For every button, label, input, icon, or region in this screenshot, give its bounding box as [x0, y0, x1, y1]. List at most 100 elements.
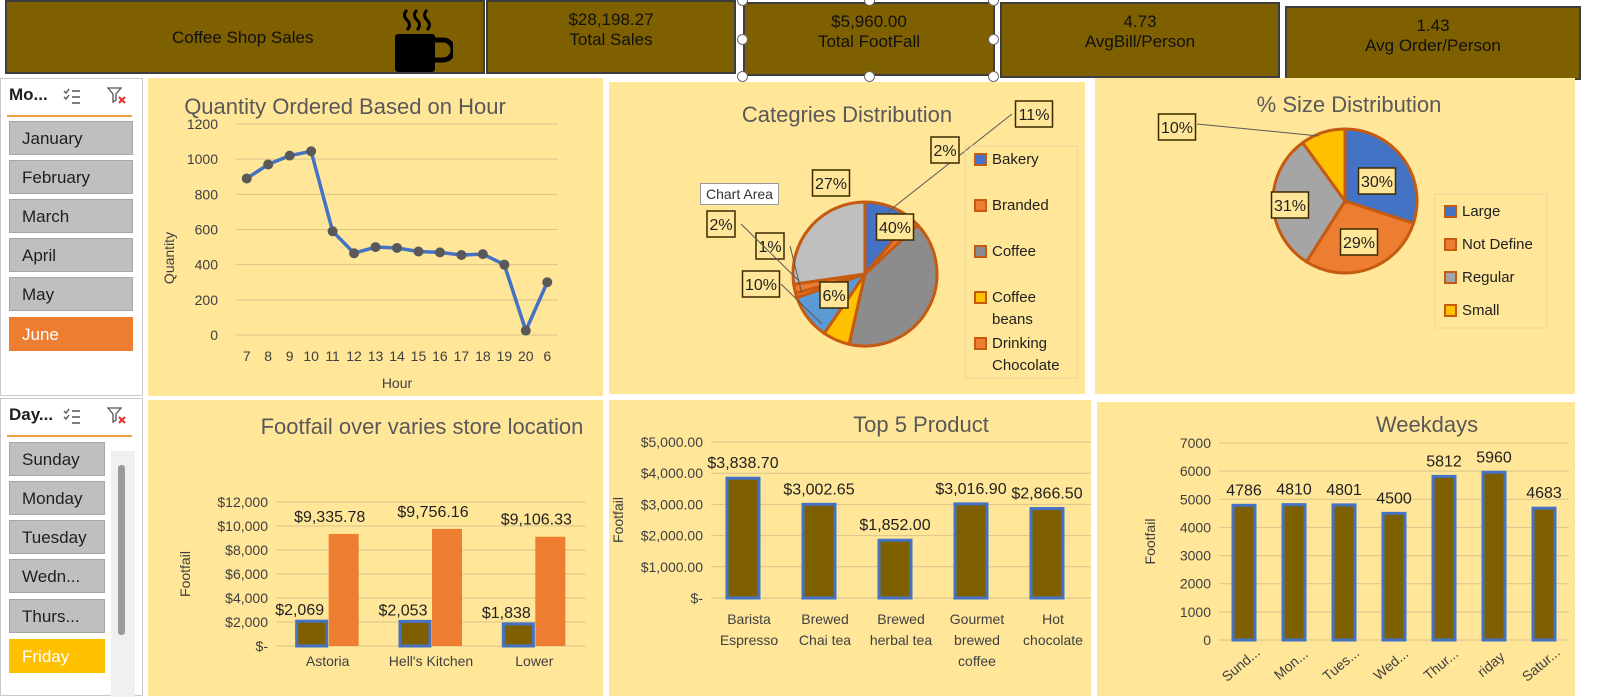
y-tick-label: $2,000	[225, 614, 268, 630]
legend-swatch	[974, 153, 987, 166]
slicer-item-january[interactable]: January	[9, 121, 133, 155]
kpi-avg-bill[interactable]: 4.73 AvgBill/Person	[1000, 2, 1280, 78]
resize-handle[interactable]	[988, 34, 999, 45]
bar	[432, 528, 462, 646]
data-point	[456, 249, 467, 260]
x-tick-label: Chai tea	[799, 632, 851, 648]
multi-select-icon[interactable]	[63, 87, 81, 105]
kpi-label: Total Sales	[569, 30, 653, 49]
kpi-value: 4.73	[1123, 12, 1157, 31]
multi-select-icon[interactable]	[63, 407, 81, 425]
slicer-item-april[interactable]: April	[9, 238, 133, 272]
legend-swatch	[974, 199, 987, 212]
kpi-value: 1.43	[1416, 16, 1450, 35]
x-tick-label: coffee	[958, 653, 996, 669]
pie-slice	[847, 223, 939, 348]
y-tick-label: $3,000.00	[641, 496, 703, 512]
slicer-item-monday[interactable]: Monday	[9, 481, 105, 515]
categories-chart[interactable]: Categries Distribution 11% 2% 40% 6% 10% 1% 2% 2…	[609, 82, 1085, 394]
y-tick-label: $12,000	[217, 494, 268, 510]
size-chart[interactable]: % Size Distribution 30% 29% 31% 10% Large Not …	[1095, 78, 1575, 394]
y-tick-label: 1200	[187, 116, 218, 132]
bar	[295, 619, 329, 648]
slicer-item-february[interactable]: February	[9, 160, 133, 194]
y-axis-label: Footfail	[610, 497, 626, 543]
x-tick-label: 7	[243, 348, 251, 364]
y-tick-label: 1000	[187, 151, 218, 167]
x-tick-label: 17	[454, 348, 470, 364]
data-label: $3,838.70	[707, 455, 778, 472]
slicer-item-sunday[interactable]: Sunday	[9, 442, 105, 476]
slicer-item-tuesday[interactable]: Tuesday	[9, 520, 105, 554]
hourly-chart[interactable]: Quantity Ordered Based on Hour 0 200 400 600…	[148, 78, 603, 396]
resize-handle[interactable]	[988, 0, 999, 6]
kpi-total-sales[interactable]: $28,198.27 Total Sales	[486, 0, 736, 74]
slicer-item-may[interactable]: May	[9, 277, 133, 311]
slicer-item-wednesday[interactable]: Wedn...	[9, 559, 105, 593]
x-tick-label: Satur...	[1519, 644, 1563, 685]
x-tick-label: Brewed	[801, 611, 848, 627]
y-tick-label: 400	[195, 257, 219, 273]
slicer-item-friday[interactable]: Friday	[9, 639, 105, 673]
clear-filter-icon[interactable]	[107, 87, 127, 105]
slicer-divider	[7, 435, 132, 437]
y-axis-label: Quantity	[161, 232, 177, 284]
resize-handle[interactable]	[737, 71, 748, 82]
legend-label: Chocolate	[992, 357, 1060, 374]
legend-label: Coffee	[992, 289, 1036, 306]
y-tick-label: 3000	[1180, 548, 1211, 564]
data-label: $9,106.33	[501, 512, 572, 529]
kpi-label: Total FootFall	[817, 32, 921, 51]
x-tick-label: Brewed	[877, 611, 924, 627]
y-tick-label: $5,000.00	[641, 434, 703, 450]
x-tick-label: Tues...	[1319, 644, 1362, 683]
resize-handle[interactable]	[864, 71, 875, 82]
location-chart[interactable]: Footfail over varies store location $- $2,…	[148, 400, 603, 696]
kpi-avg-order[interactable]: 1.43 Avg Order/Person	[1285, 6, 1581, 80]
top5-chart[interactable]: Top 5 Product $- $1,000.00 $2,000.00 $3,000.…	[609, 400, 1091, 696]
chart-title: Categries Distribution	[742, 102, 952, 127]
data-point	[520, 325, 531, 336]
slicer-item-march[interactable]: March	[9, 199, 133, 233]
chart-title: Weekdays	[1376, 412, 1478, 437]
y-tick-label: 800	[195, 186, 219, 202]
data-point	[370, 242, 381, 253]
data-label: 4810	[1276, 482, 1312, 499]
y-tick-label: 4000	[1180, 519, 1211, 535]
resize-handle[interactable]	[737, 34, 748, 45]
data-point	[349, 248, 360, 259]
slicer-item-thursday[interactable]: Thurs...	[9, 599, 105, 633]
data-label: $9,335.78	[294, 509, 365, 526]
day-slicer[interactable]: Day... Sunday Monday Tuesday Wedn... Thu…	[0, 398, 143, 697]
x-tick-label: 10	[303, 348, 319, 364]
resize-handle[interactable]	[988, 71, 999, 82]
y-tick-label: 7000	[1180, 435, 1211, 451]
data-point	[477, 249, 488, 260]
legend-label: Not Define	[1462, 236, 1533, 253]
legend-label: Bakery	[992, 151, 1039, 168]
bar	[953, 502, 989, 600]
slicer-item-june[interactable]: June	[9, 317, 133, 351]
legend-label: Regular	[1462, 269, 1515, 286]
x-tick-label: 18	[475, 348, 491, 364]
x-tick-label: 9	[286, 348, 294, 364]
data-label: 27%	[815, 176, 847, 193]
y-tick-label: 0	[1203, 632, 1211, 648]
bar	[398, 619, 432, 648]
data-label: $1,838	[482, 605, 531, 622]
x-tick-label: Barista	[727, 611, 771, 627]
data-label: 5812	[1426, 453, 1462, 470]
clear-filter-icon[interactable]	[107, 407, 127, 425]
slicer-scrollbar-thumb[interactable]	[118, 465, 125, 635]
x-tick-label: chocolate	[1023, 632, 1083, 648]
legend-label: beans	[992, 311, 1033, 328]
data-label-box	[930, 136, 960, 164]
kpi-total-footfall[interactable]: $5,960.00 Total FootFall	[743, 2, 995, 76]
legend-swatch	[974, 245, 987, 258]
weekdays-chart[interactable]: Weekdays 0 1000 2000 3000 4000 5000 6000 7000 Foo…	[1097, 402, 1575, 696]
month-slicer[interactable]: Mo... January February March April May J…	[0, 78, 143, 396]
y-tick-label: $10,000	[217, 518, 268, 534]
kpi-label: AvgBill/Person	[1084, 32, 1196, 51]
bar	[1381, 511, 1407, 642]
legend-frame	[964, 145, 1078, 379]
